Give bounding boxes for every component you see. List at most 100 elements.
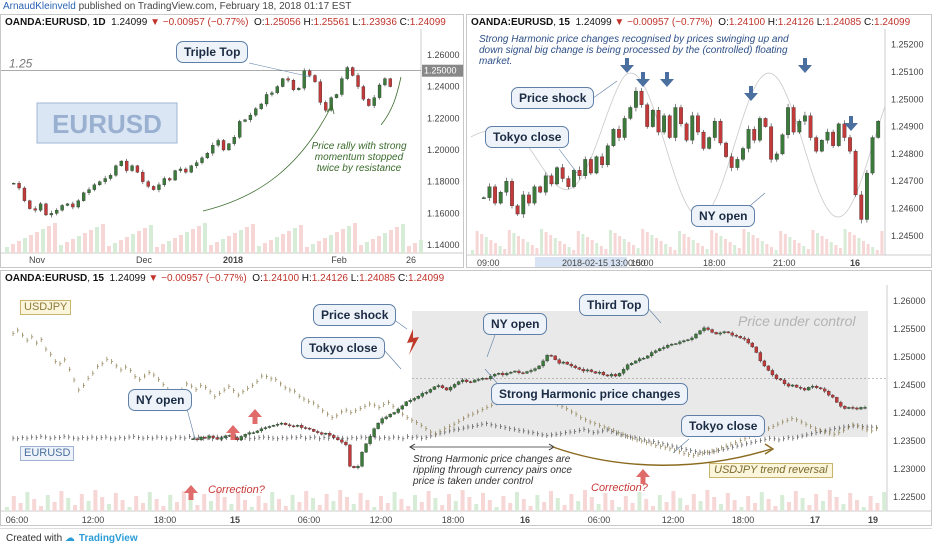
multi-volume-bar <box>569 494 574 511</box>
intraday-volume-bar <box>705 249 709 255</box>
daily-volume-bar <box>83 233 87 253</box>
multi-volume-bar <box>39 506 43 511</box>
multi-candle <box>509 371 513 374</box>
multi-volume-bar <box>440 505 445 511</box>
multi-candle <box>690 337 694 340</box>
multi-candle <box>360 452 364 467</box>
intraday-volume-bar <box>471 250 474 255</box>
daily-candle <box>388 78 392 87</box>
intraday-volume-bar <box>599 246 603 255</box>
intraday-candle <box>572 170 576 187</box>
multi-volume-bar <box>127 507 132 511</box>
intraday-volume-bar <box>549 235 553 255</box>
daily-candle <box>270 92 274 95</box>
multi-volume-bar <box>175 502 179 511</box>
multi-candle <box>863 407 867 409</box>
multi-volume-bar <box>107 504 111 511</box>
daily-candle <box>324 102 328 111</box>
intraday-volume-bar <box>544 232 548 255</box>
daily-candle <box>221 140 226 151</box>
daily-volume-bar <box>233 233 237 253</box>
daily-candle <box>377 84 382 98</box>
callout-third-top: Third Top <box>579 294 650 316</box>
daily-candle <box>297 87 301 90</box>
intraday-candle <box>667 115 672 138</box>
footer-created: Created with <box>6 533 63 544</box>
daily-candle <box>340 78 344 95</box>
multi-volume-bar <box>86 501 91 511</box>
multi-candle <box>388 413 392 418</box>
multi-candle <box>348 444 352 467</box>
intraday-volume-bar <box>816 233 819 255</box>
daily-watermark: EURUSD <box>52 109 162 139</box>
multi-volume-bar <box>773 506 778 511</box>
callout-tokyo-close-top: Tokyo close <box>485 126 570 148</box>
intraday-volume-bar <box>613 233 617 255</box>
daily-volume-bar <box>149 225 153 253</box>
multi-volume-bar <box>209 501 213 511</box>
multi-candle <box>633 360 638 364</box>
multi-volume-bar <box>712 497 717 511</box>
correction-arrow-shaft <box>640 477 646 484</box>
intraday-candle <box>538 186 543 193</box>
multi-candle <box>279 422 284 425</box>
multi-candle <box>308 427 312 430</box>
multi-candle <box>533 368 537 371</box>
intraday-candle <box>526 194 531 204</box>
intraday-candle <box>487 186 492 198</box>
multi-volume-bar <box>73 505 77 511</box>
intraday-volume-bar <box>742 229 746 255</box>
multi-volume-bar <box>739 507 744 511</box>
intraday-volume-bar <box>857 238 861 255</box>
intraday-volume-bar <box>696 243 700 255</box>
intraday-volume-bar <box>517 236 520 255</box>
intraday-volume-bar <box>553 238 557 255</box>
multi-candle <box>247 432 251 435</box>
daily-candle <box>286 78 290 81</box>
panel-intraday[interactable]: OANDA:EURUSD, 15 1.24099 ▼ −0.00957 (−0.… <box>466 14 932 268</box>
daily-volume-bar <box>395 227 399 253</box>
intraday-volume-bar <box>733 245 737 255</box>
intraday-signal-arrow <box>636 79 650 87</box>
multi-candle <box>601 371 606 376</box>
multi-volume-bar <box>338 490 343 511</box>
daily-volume-bar <box>179 235 183 253</box>
multi-volume-bar <box>596 504 601 511</box>
multi-candle <box>585 369 589 372</box>
multi-candle <box>694 333 698 339</box>
daily-candle <box>114 165 118 176</box>
footer-brand[interactable]: TradingView <box>78 533 138 544</box>
panel-multi[interactable]: OANDA:EURUSD, 15 1.24099 ▼ −0.00957 (−0.… <box>0 270 932 526</box>
intraday-volume-bar <box>871 247 875 255</box>
multi-volume-bar <box>766 499 771 511</box>
multi-candle <box>762 360 767 367</box>
multi-volume-bar <box>453 501 458 511</box>
multi-volume-bar <box>623 496 628 511</box>
multi-candle <box>545 355 549 362</box>
author-link[interactable]: ArnaudKleinveld <box>3 1 76 12</box>
intraday-signal-arrow-shaft <box>641 72 645 79</box>
multi-volume-bar <box>32 499 37 511</box>
multi-candle <box>412 398 416 401</box>
multi-candle <box>416 396 420 399</box>
daily-candle <box>254 108 258 116</box>
daily-candle <box>135 165 140 173</box>
multi-candle <box>223 435 227 438</box>
panel-daily[interactable]: OANDA:EURUSD, 1D 1.24099 ▼ −0.00957 (−0.… <box>0 14 464 268</box>
daily-volume-bar <box>245 227 249 253</box>
multi-volume-bar <box>351 504 356 511</box>
intraday-candle <box>577 170 582 176</box>
tradingview-logo-icon: ☁ <box>64 533 75 544</box>
intraday-candle <box>836 123 841 146</box>
intraday-xtick: 16 <box>850 258 860 268</box>
daily-candle <box>232 137 236 144</box>
multi-volume-bar <box>691 494 696 511</box>
multi-volume-bar <box>787 502 791 511</box>
multi-ytick: 1.25500 <box>893 324 926 334</box>
multi-volume-bar <box>508 503 513 511</box>
intraday-ytick: 1.24900 <box>891 122 924 132</box>
publish-bar: ArnaudKleinveld published on TradingView… <box>0 0 932 14</box>
multi-candle <box>469 381 473 383</box>
intraday-volume-bar <box>682 234 686 255</box>
multi-candle <box>823 388 827 392</box>
